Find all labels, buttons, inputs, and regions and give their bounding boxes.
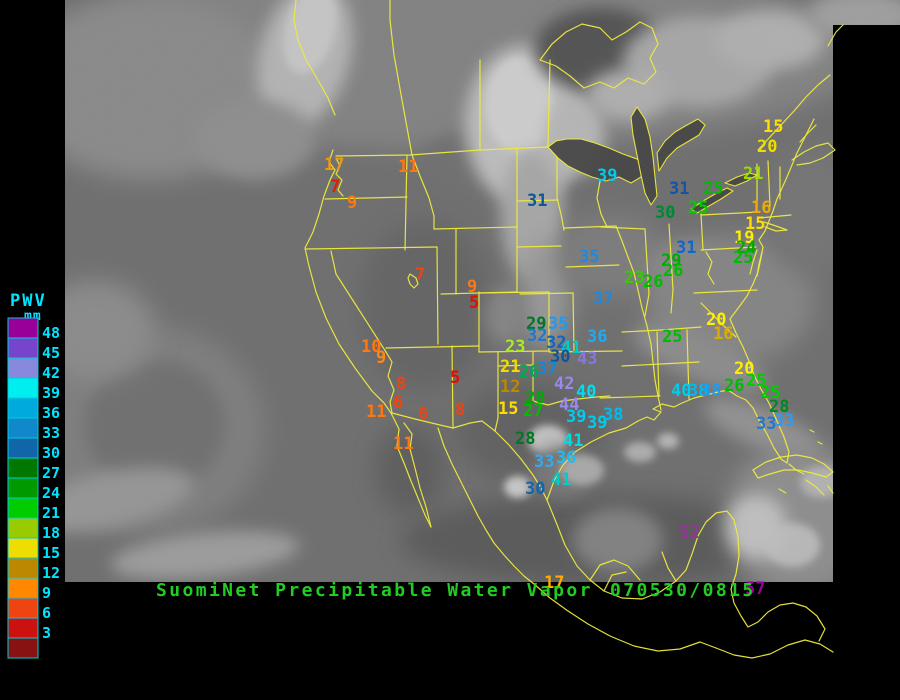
station-value: 7 — [415, 265, 425, 285]
station-value: 35 — [548, 314, 568, 334]
legend-swatch — [8, 318, 38, 338]
station-value: 11 — [398, 157, 418, 177]
image-title-bar: SuomiNet Precipitable Water Vapor 070530… — [156, 580, 756, 601]
station-value: 38 — [603, 405, 623, 425]
station-value: 16 — [713, 324, 733, 344]
station-value: 9 — [347, 193, 357, 213]
station-value: 15 — [498, 399, 518, 419]
legend-swatch — [8, 358, 38, 378]
pwv-satellite-viewer: 1779117951098561168111512212329353232413… — [0, 0, 900, 700]
station-value: 39 — [597, 166, 617, 186]
station-value: 30 — [655, 203, 675, 223]
station-value: 33 — [774, 411, 794, 431]
station-value: 8 — [396, 374, 406, 394]
legend-value-label: 39 — [42, 384, 60, 402]
legend-value-label: 18 — [42, 524, 60, 542]
pwv-map: 1779117951098561168111512212329353232413… — [0, 0, 900, 700]
station-value: 8 — [455, 400, 465, 420]
legend-swatch-bottom-cap — [8, 638, 38, 658]
satellite-image — [20, 0, 900, 595]
legend-value-label: 21 — [42, 504, 60, 522]
station-value: 26 — [643, 272, 663, 292]
station-value: 23 — [505, 337, 525, 357]
station-value: 17 — [324, 155, 344, 175]
station-value: 31 — [669, 179, 689, 199]
station-value: 37 — [593, 289, 613, 309]
legend-value-label: 48 — [42, 324, 60, 342]
station-value: 21 — [743, 164, 763, 184]
station-value: 21 — [500, 357, 520, 377]
station-value: 28 — [515, 429, 535, 449]
station-value: 25 — [733, 248, 753, 268]
station-value: 36 — [587, 327, 607, 347]
station-value: 30 — [525, 479, 545, 499]
legend-value-label: 36 — [42, 404, 60, 422]
legend-value-label: 24 — [42, 484, 60, 502]
legend-value-label: 9 — [42, 584, 51, 602]
legend-swatch — [8, 478, 38, 498]
cloud-layer — [20, 0, 900, 595]
legend-swatch — [8, 338, 38, 358]
station-value: 26 — [724, 376, 744, 396]
station-value: 23 — [624, 268, 644, 288]
station-value: 33 — [534, 452, 554, 472]
legend-value-label: 6 — [42, 604, 51, 622]
station-value: 6 — [393, 393, 403, 413]
legend-swatch — [8, 418, 38, 438]
station-value: 12 — [500, 377, 520, 397]
legend-swatch — [8, 438, 38, 458]
legend-value-label: 33 — [42, 424, 60, 442]
legend-value-label: 27 — [42, 464, 60, 482]
station-value: 42 — [554, 374, 574, 394]
station-value: 32 — [527, 326, 547, 346]
station-value: 11 — [393, 434, 413, 454]
legend-swatch — [8, 498, 38, 518]
station-value: 41 — [551, 470, 571, 490]
station-value: 43 — [577, 349, 597, 369]
station-value: 25 — [688, 198, 708, 218]
legend-swatch — [8, 618, 38, 638]
station-value: 15 — [763, 117, 783, 137]
legend-swatch — [8, 578, 38, 598]
station-value: 5 — [469, 293, 479, 313]
legend-swatch — [8, 398, 38, 418]
station-value: 39 — [566, 407, 586, 427]
legend-swatch — [8, 598, 38, 618]
legend-swatch — [8, 558, 38, 578]
legend-title: PWV — [10, 291, 47, 311]
station-value: 27 — [523, 401, 543, 421]
station-value: 36 — [556, 448, 576, 468]
legend-swatch — [8, 378, 38, 398]
legend-swatch — [8, 518, 38, 538]
legend-value-label: 30 — [42, 444, 60, 462]
station-value: 6 — [418, 404, 428, 424]
station-value: 25 — [703, 179, 723, 199]
station-value: 9 — [376, 348, 386, 368]
station-value: 11 — [366, 402, 386, 422]
legend-value-label: 45 — [42, 344, 60, 362]
station-value: 31 — [527, 191, 547, 211]
station-value: 25 — [662, 327, 682, 347]
station-value: 26 — [519, 362, 539, 382]
station-value: 26 — [663, 261, 683, 281]
station-value: 38 — [701, 381, 721, 401]
legend-swatch — [8, 458, 38, 478]
station-value: 20 — [757, 137, 777, 157]
station-value: 52 — [679, 523, 699, 543]
legend-value-label: 42 — [42, 364, 60, 382]
image-timestamp: 070530/0815 — [610, 580, 756, 601]
station-value: 5 — [450, 368, 460, 388]
station-value: 35 — [579, 247, 599, 267]
station-value: 7 — [330, 177, 340, 197]
legend-swatch — [8, 538, 38, 558]
legend-value-label: 12 — [42, 564, 60, 582]
legend-value-label: 15 — [42, 544, 60, 562]
image-title: SuomiNet Precipitable Water Vapor — [156, 580, 593, 601]
legend-value-label: 3 — [42, 624, 51, 642]
